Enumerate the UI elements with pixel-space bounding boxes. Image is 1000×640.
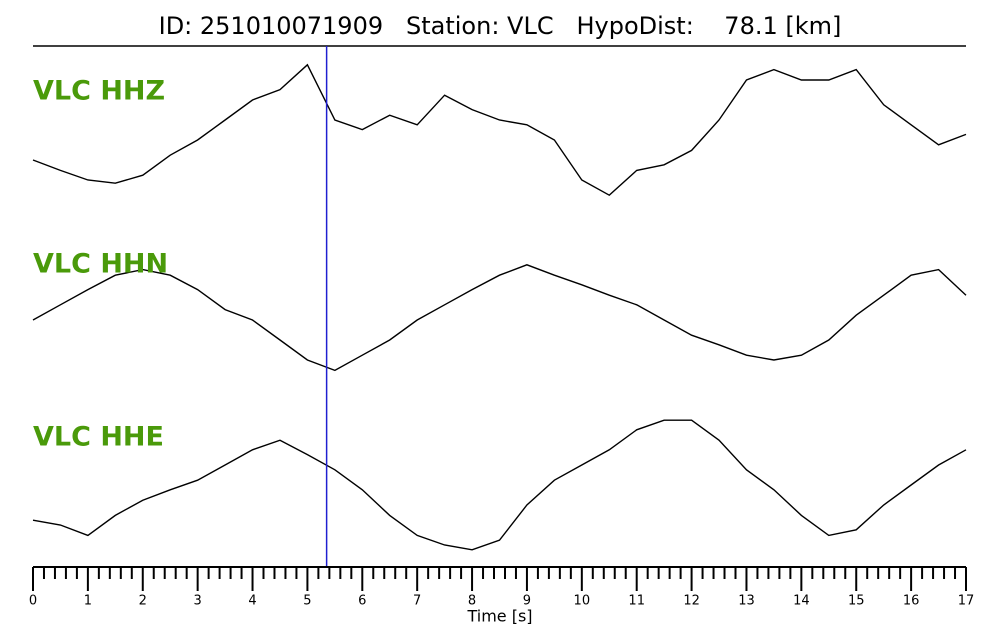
x-tick-label: 7 bbox=[413, 594, 421, 609]
x-tick-label: 11 bbox=[628, 594, 645, 609]
x-tick-label: 12 bbox=[683, 594, 700, 609]
trace bbox=[32, 419, 967, 551]
x-tick-label: 4 bbox=[248, 594, 256, 609]
trace-label: VLC HHN bbox=[33, 249, 168, 280]
trace-label: VLC HHE bbox=[33, 422, 164, 453]
trace bbox=[32, 264, 967, 372]
chart-title: ID: 251010071909 Station: VLC HypoDist: … bbox=[159, 12, 842, 40]
x-tick-label: 13 bbox=[738, 594, 755, 609]
x-tick-label: 5 bbox=[303, 594, 311, 609]
x-tick-label: 2 bbox=[139, 594, 147, 609]
trace-label: VLC HHZ bbox=[33, 76, 165, 107]
x-tick-label: 10 bbox=[574, 594, 591, 609]
x-tick-label: 0 bbox=[29, 594, 37, 609]
x-tick-label: 1 bbox=[84, 594, 92, 609]
x-tick-label: 14 bbox=[793, 594, 810, 609]
trace bbox=[32, 63, 967, 197]
x-tick-label: 9 bbox=[523, 594, 531, 609]
x-tick-label: 3 bbox=[194, 594, 202, 609]
x-tick-label: 15 bbox=[848, 594, 865, 609]
x-tick-label: 8 bbox=[468, 594, 476, 609]
x-axis-label: Time [s] bbox=[466, 607, 532, 626]
x-tick-label: 6 bbox=[358, 594, 366, 609]
x-tick-label: 16 bbox=[903, 594, 920, 609]
x-tick-label: 17 bbox=[958, 594, 975, 609]
